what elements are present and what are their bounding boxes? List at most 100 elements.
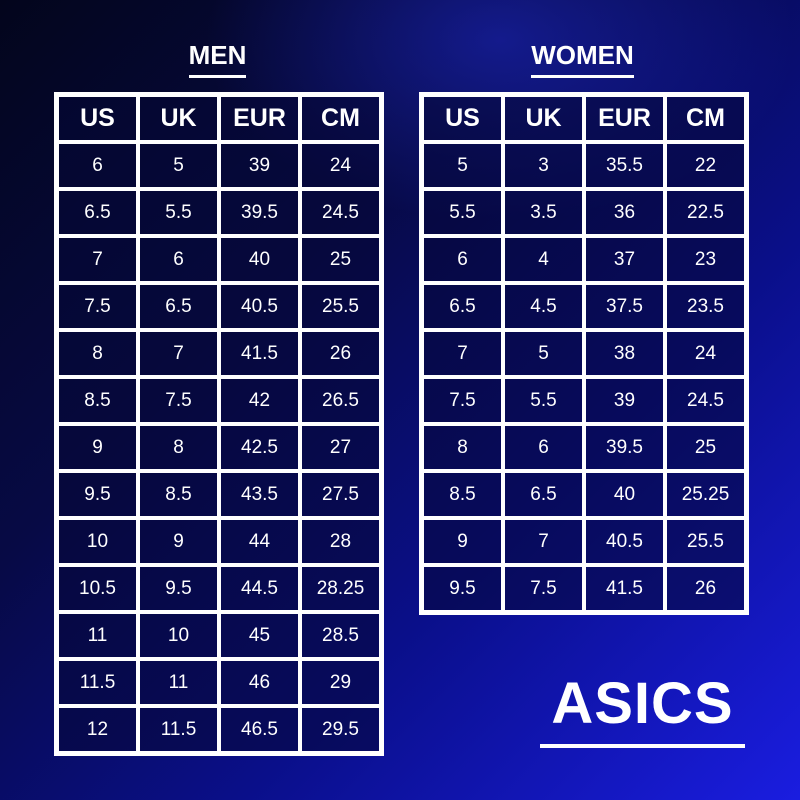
header-row: US UK EUR CM [422, 95, 746, 142]
table-row: 6.5 5.5 39.5 24.5 [57, 189, 381, 236]
table-cell: 8 [422, 424, 503, 471]
table-cell: 8.5 [57, 377, 138, 424]
table-cell: 38 [584, 330, 665, 377]
table-cell: 6.5 [422, 283, 503, 330]
table-cell: 9 [422, 518, 503, 565]
column-header: UK [138, 95, 219, 142]
table-cell: 12 [57, 706, 138, 753]
table-cell: 29.5 [300, 706, 381, 753]
logo-text: ASICS [551, 671, 734, 736]
table-cell: 28 [300, 518, 381, 565]
table-cell: 9.5 [138, 565, 219, 612]
table-row: 7.5 5.5 39 24.5 [422, 377, 746, 424]
table-cell: 8.5 [138, 471, 219, 518]
table-cell: 3.5 [503, 189, 584, 236]
table-cell: 6.5 [503, 471, 584, 518]
men-size-table: US UK EUR CM 6 5 39 24 6.5 5.5 39.5 24.5 7 6 40 25 7.5 6.… [54, 92, 384, 756]
table-cell: 25 [665, 424, 746, 471]
table-cell: 45 [219, 612, 300, 659]
table-cell: 3 [503, 142, 584, 189]
column-header: US [57, 95, 138, 142]
table-cell: 8 [138, 424, 219, 471]
table-cell: 26 [300, 330, 381, 377]
table-cell: 35.5 [584, 142, 665, 189]
table-cell: 11.5 [138, 706, 219, 753]
table-cell: 6 [138, 236, 219, 283]
column-header: UK [503, 95, 584, 142]
table-cell: 46 [219, 659, 300, 706]
table-row: 11 10 45 28.5 [57, 612, 381, 659]
table-cell: 39.5 [584, 424, 665, 471]
table-cell: 5.5 [503, 377, 584, 424]
table-cell: 7 [57, 236, 138, 283]
men-heading-text: MEN [188, 40, 247, 78]
column-header: CM [300, 95, 381, 142]
table-cell: 6 [503, 424, 584, 471]
table-row: 9 8 42.5 27 [57, 424, 381, 471]
table-cell: 24.5 [665, 377, 746, 424]
table-cell: 10 [138, 612, 219, 659]
table-cell: 6.5 [57, 189, 138, 236]
table-cell: 37 [584, 236, 665, 283]
table-row: 12 11.5 46.5 29.5 [57, 706, 381, 753]
table-cell: 10 [57, 518, 138, 565]
asics-logo: ASICS [540, 672, 745, 748]
table-cell: 42.5 [219, 424, 300, 471]
column-header: EUR [584, 95, 665, 142]
table-cell: 39 [219, 142, 300, 189]
table-cell: 40.5 [584, 518, 665, 565]
table-cell: 46.5 [219, 706, 300, 753]
table-cell: 11 [138, 659, 219, 706]
table-cell: 22.5 [665, 189, 746, 236]
table-cell: 22 [665, 142, 746, 189]
table-cell: 43.5 [219, 471, 300, 518]
table-cell: 5 [503, 330, 584, 377]
men-heading: MEN [55, 40, 380, 78]
table-row: 11.5 11 46 29 [57, 659, 381, 706]
table-cell: 7.5 [422, 377, 503, 424]
table-cell: 25 [300, 236, 381, 283]
table-row: 9.5 7.5 41.5 26 [422, 565, 746, 612]
table-cell: 40 [584, 471, 665, 518]
logo-underline [540, 744, 745, 748]
table-cell: 5.5 [422, 189, 503, 236]
table-cell: 7 [138, 330, 219, 377]
table-cell: 41.5 [584, 565, 665, 612]
table-row: 10.5 9.5 44.5 28.25 [57, 565, 381, 612]
header-row: US UK EUR CM [57, 95, 381, 142]
table-cell: 36 [584, 189, 665, 236]
women-heading: WOMEN [420, 40, 745, 78]
table-cell: 4 [503, 236, 584, 283]
table-cell: 41.5 [219, 330, 300, 377]
table-cell: 5 [422, 142, 503, 189]
table-cell: 9 [138, 518, 219, 565]
table-cell: 37.5 [584, 283, 665, 330]
column-header: US [422, 95, 503, 142]
table-cell: 44.5 [219, 565, 300, 612]
table-cell: 39.5 [219, 189, 300, 236]
table-cell: 10.5 [57, 565, 138, 612]
table-cell: 8 [57, 330, 138, 377]
table-cell: 27.5 [300, 471, 381, 518]
table-cell: 28.25 [300, 565, 381, 612]
table-cell: 5 [138, 142, 219, 189]
table-cell: 23 [665, 236, 746, 283]
table-cell: 6.5 [138, 283, 219, 330]
table-row: 8 7 41.5 26 [57, 330, 381, 377]
table-cell: 24 [665, 330, 746, 377]
table-cell: 25.5 [300, 283, 381, 330]
table-cell: 25.25 [665, 471, 746, 518]
table-row: 5 3 35.5 22 [422, 142, 746, 189]
table-cell: 4.5 [503, 283, 584, 330]
women-heading-text: WOMEN [531, 40, 634, 78]
table-cell: 11 [57, 612, 138, 659]
table-cell: 29 [300, 659, 381, 706]
table-cell: 23.5 [665, 283, 746, 330]
table-row: 10 9 44 28 [57, 518, 381, 565]
table-row: 8 6 39.5 25 [422, 424, 746, 471]
table-cell: 40 [219, 236, 300, 283]
table-cell: 28.5 [300, 612, 381, 659]
table-cell: 6 [57, 142, 138, 189]
table-cell: 24 [300, 142, 381, 189]
table-cell: 9 [57, 424, 138, 471]
